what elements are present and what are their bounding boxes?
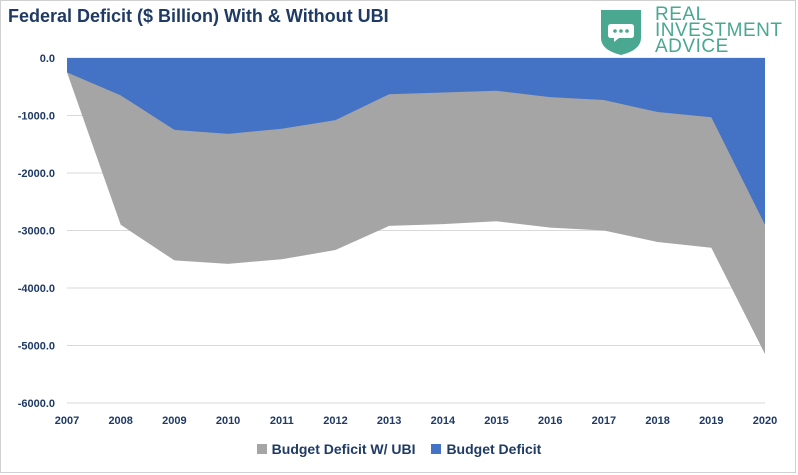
logo-line-1: REAL bbox=[655, 4, 707, 25]
logo-line-3: ADVICE bbox=[655, 36, 729, 57]
x-tick-label-11: 2018 bbox=[645, 415, 669, 427]
x-tick-label-10: 2017 bbox=[592, 415, 616, 427]
x-tick-label-5: 2012 bbox=[323, 415, 347, 427]
x-tick-label-6: 2013 bbox=[377, 415, 401, 427]
x-tick-label-9: 2016 bbox=[538, 415, 562, 427]
area-series-1 bbox=[67, 58, 765, 225]
shield-icon bbox=[601, 10, 641, 55]
x-tick-label-12: 2019 bbox=[699, 415, 723, 427]
x-tick-label-2: 2009 bbox=[162, 415, 186, 427]
y-tick-label-0: 0.0 bbox=[40, 53, 55, 65]
x-tick-label-13: 2020 bbox=[753, 415, 777, 427]
y-tick-label-5: -5000.0 bbox=[18, 341, 55, 353]
legend-item-deficit: Budget Deficit bbox=[431, 441, 541, 457]
y-tick-label-1: -1000.0 bbox=[18, 111, 55, 123]
chart-title: Federal Deficit ($ Billion) With & Witho… bbox=[8, 6, 389, 26]
legend-swatch-deficit bbox=[431, 444, 442, 454]
y-tick-label-2: -2000.0 bbox=[18, 168, 55, 180]
legend-label-ubi: Budget Deficit W/ UBI bbox=[271, 441, 416, 457]
logo: REAL INVESTMENT ADVICE bbox=[597, 4, 792, 62]
y-tick-label-3: -3000.0 bbox=[18, 226, 55, 238]
legend-item-ubi: Budget Deficit W/ UBI bbox=[256, 441, 416, 457]
x-tick-label-4: 2011 bbox=[270, 415, 294, 427]
x-tick-label-7: 2014 bbox=[431, 415, 456, 427]
y-tick-label-4: -4000.0 bbox=[18, 283, 55, 295]
x-tick-label-1: 2008 bbox=[108, 415, 132, 427]
x-tick-label-3: 2010 bbox=[216, 415, 240, 427]
legend-swatch-ubi bbox=[256, 444, 267, 454]
logo-wordmark: REAL INVESTMENT ADVICE bbox=[655, 4, 783, 57]
legend-label-deficit: Budget Deficit bbox=[446, 441, 542, 457]
y-tick-label-6: -6000.0 bbox=[18, 398, 55, 410]
legend: Budget Deficit W/ UBI Budget Deficit bbox=[0, 441, 798, 457]
x-tick-label-0: 2007 bbox=[55, 415, 79, 427]
x-tick-label-8: 2015 bbox=[484, 415, 508, 427]
logo-line-2: INVESTMENT bbox=[655, 20, 783, 41]
